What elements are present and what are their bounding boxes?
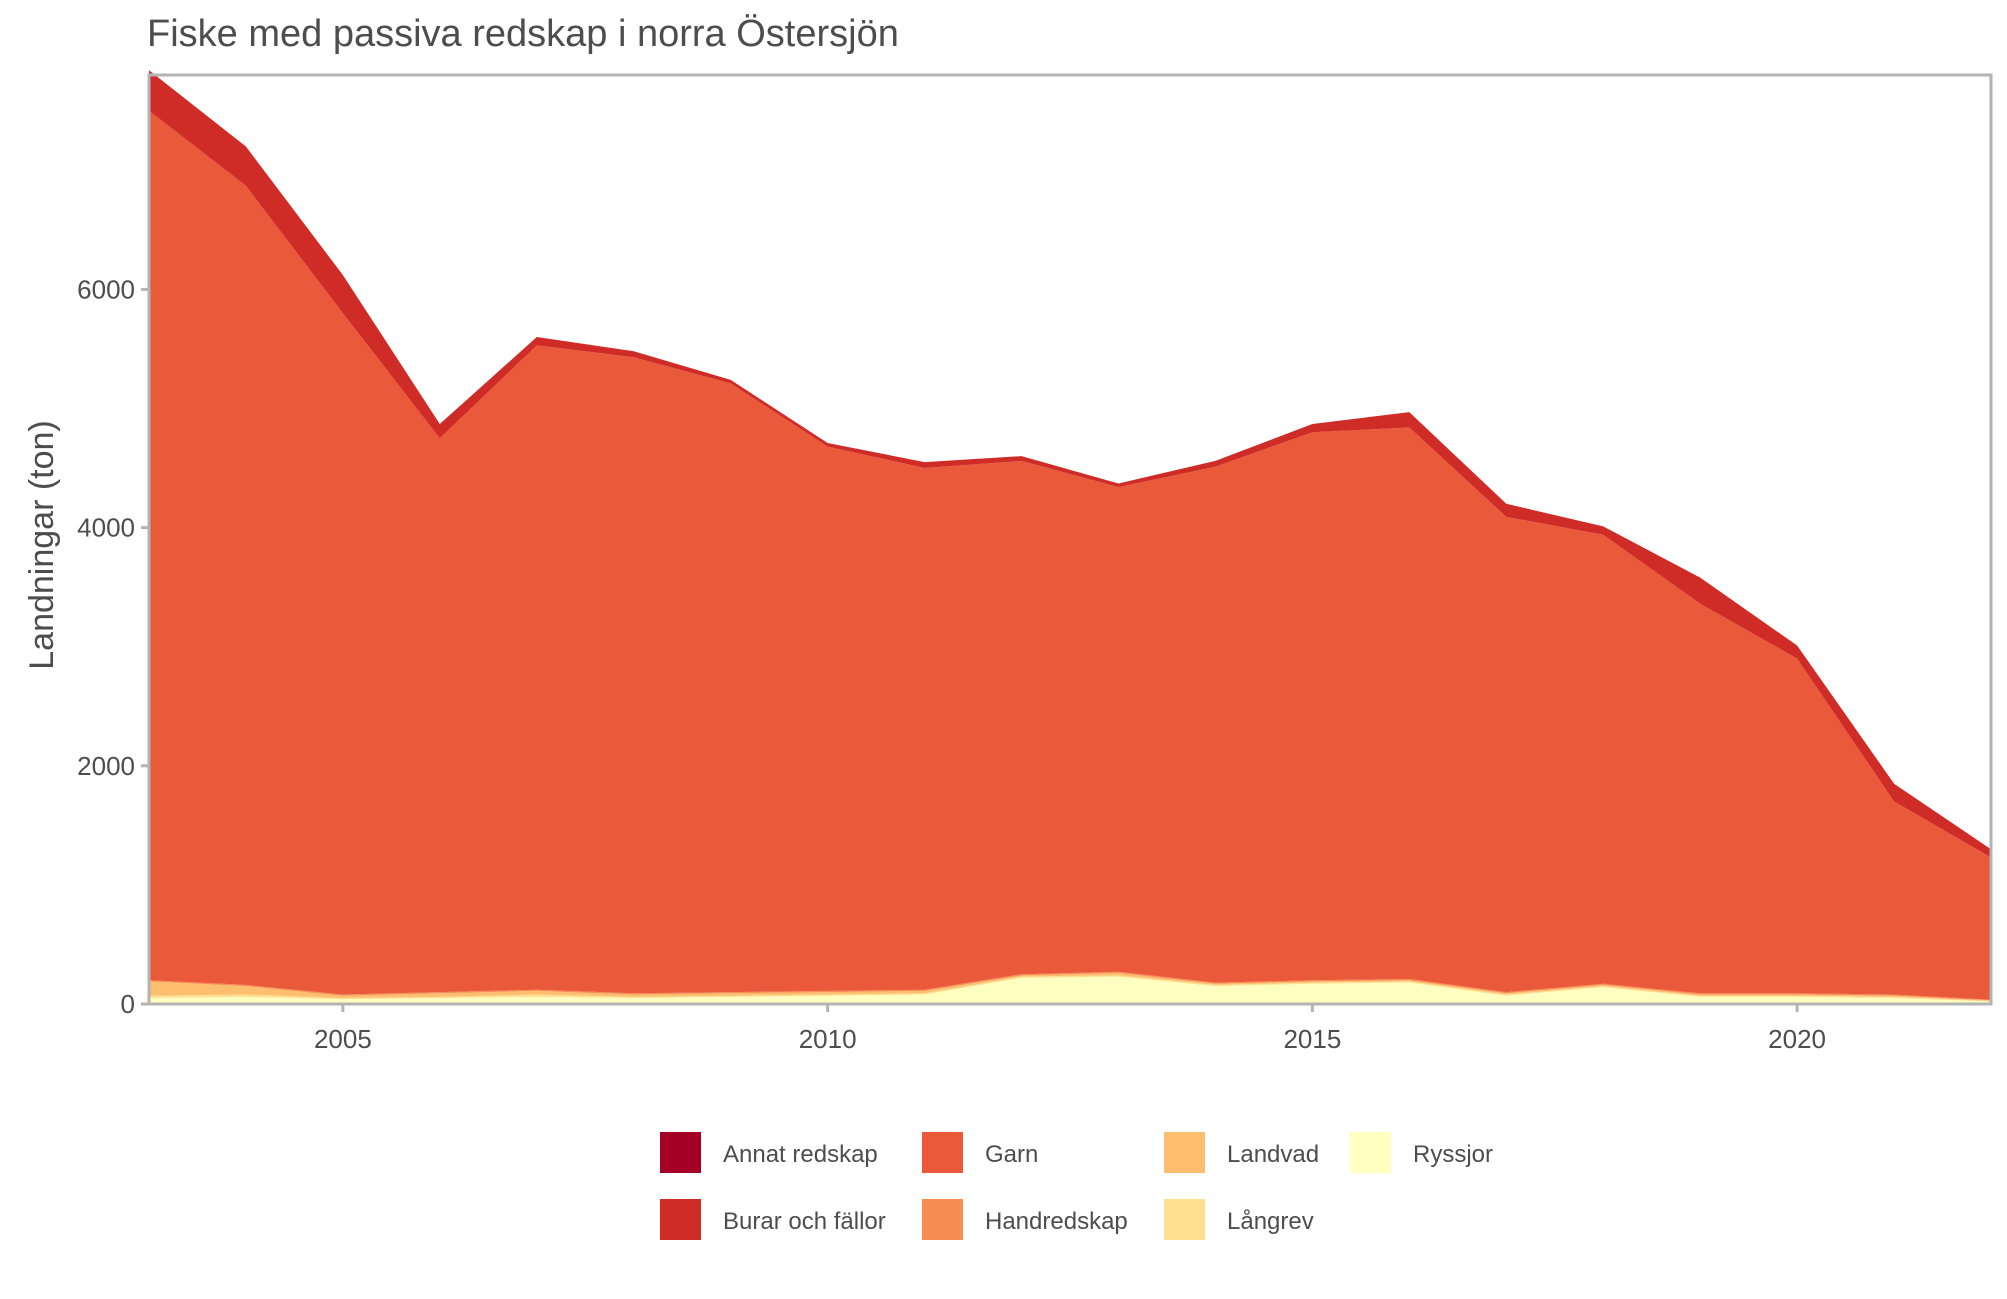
y-tick-label: 0 xyxy=(121,989,135,1019)
legend: Annat redskap Burar och fällor Garn Handred… xyxy=(660,1132,1493,1240)
x-tick-label: 2010 xyxy=(799,1024,857,1054)
plot-panel-border xyxy=(147,73,1993,1006)
area-garn xyxy=(149,110,1991,1000)
legend-swatch-annat-redskap xyxy=(660,1132,701,1173)
area-series-group xyxy=(149,70,1991,1004)
y-tick-label: 6000 xyxy=(77,274,135,304)
legend-swatch-ryssjor xyxy=(1350,1132,1391,1173)
y-axis: 0 2000 4000 6000 xyxy=(77,274,149,1019)
area-ryssjor xyxy=(149,976,1991,1004)
legend-swatch-burar-och-f-llor xyxy=(660,1199,701,1240)
area-landvad xyxy=(149,973,1991,1001)
area-l-ngrev xyxy=(149,975,1991,1002)
y-tick-label: 4000 xyxy=(77,513,135,543)
x-axis: 2005 2010 2015 2020 xyxy=(314,1004,1826,1054)
legend-swatch-l-ngrev xyxy=(1164,1199,1205,1240)
legend-label-handredskap: Handredskap xyxy=(985,1208,1128,1235)
legend-label-landvad: Landvad xyxy=(1227,1141,1319,1168)
legend-label-burar-och-f-llor: Burar och fällor xyxy=(723,1208,886,1235)
x-tick-label: 2005 xyxy=(314,1024,372,1054)
legend-label-ryssjor: Ryssjor xyxy=(1413,1141,1493,1168)
y-tick-label: 2000 xyxy=(77,751,135,781)
x-tick-label: 2020 xyxy=(1768,1024,1826,1054)
x-tick-label: 2015 xyxy=(1283,1024,1341,1054)
chart-title: Fiske med passiva redskap i norra Östers… xyxy=(147,13,899,55)
legend-swatch-garn xyxy=(922,1132,963,1173)
legend-label-l-ngrev: Långrev xyxy=(1227,1208,1314,1235)
legend-swatch-landvad xyxy=(1164,1132,1205,1173)
legend-label-annat-redskap: Annat redskap xyxy=(723,1141,878,1168)
legend-swatch-handredskap xyxy=(922,1199,963,1240)
y-axis-label: Landningar (ton) xyxy=(23,420,61,670)
legend-label-garn: Garn xyxy=(985,1141,1038,1168)
area-handredskap xyxy=(149,971,1991,1001)
